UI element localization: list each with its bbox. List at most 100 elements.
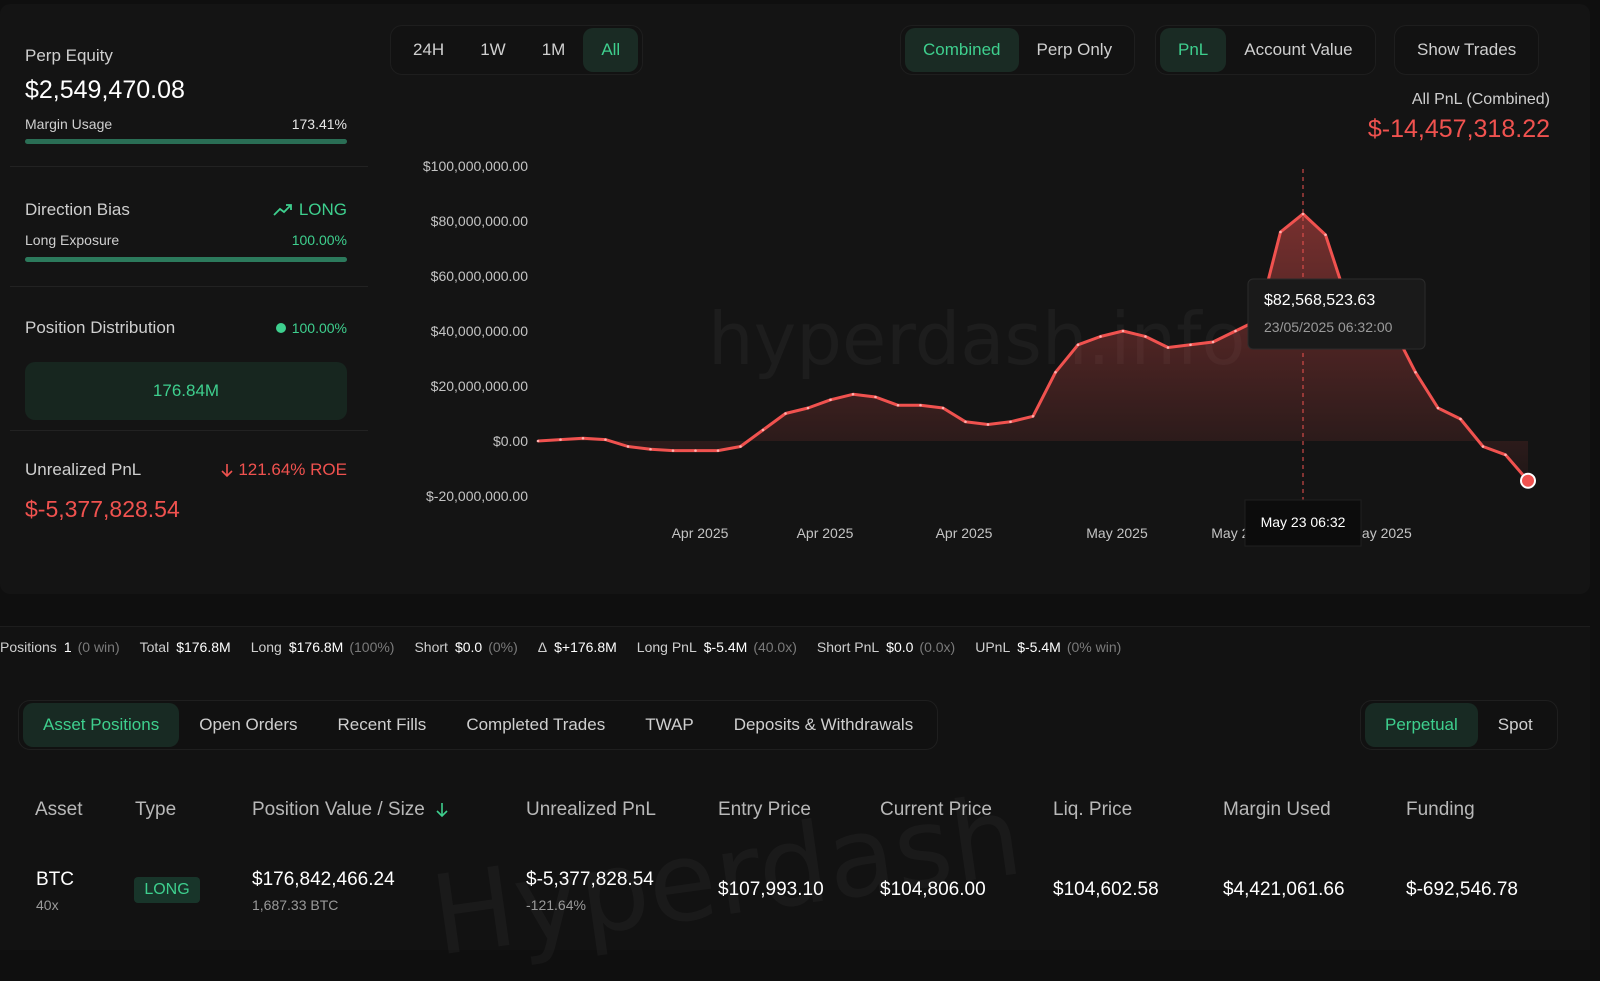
trending-up-icon <box>273 204 292 216</box>
row-unrealized-pct: -121.64% <box>526 897 586 913</box>
row-liq-price: $104,602.58 <box>1053 879 1159 900</box>
pnl-point <box>1031 414 1035 418</box>
metric-pnl[interactable]: PnL <box>1160 28 1227 72</box>
pnl-point <box>829 398 832 402</box>
tab-recent-fills[interactable]: Recent Fills <box>337 715 427 734</box>
unrealized-pnl-value: $-5,377,828.54 <box>25 496 180 522</box>
long-exposure-label: Long Exposure <box>25 232 120 248</box>
col-entry-price[interactable]: Entry Price <box>718 799 811 820</box>
timeframe-all[interactable]: All <box>583 28 639 72</box>
x-tick-label: Apr 2025 <box>672 525 729 541</box>
unrealized-pnl-section: Unrealized PnL 121.64% ROE $-5,377,828.5… <box>25 460 347 523</box>
margin-usage-label: Margin Usage <box>25 116 113 132</box>
col-type[interactable]: Type <box>135 799 177 820</box>
stat-delta-value: $+176.8M <box>554 639 617 655</box>
pnl-point <box>1414 370 1417 374</box>
row-type-badge: LONG <box>134 877 200 903</box>
stat-long-value: $176.8M <box>288 639 344 655</box>
account-overview-card: Perp Equity $2,549,470.08 Margin Usage 1… <box>0 4 1590 594</box>
pnl-point <box>536 439 540 443</box>
stat-longpnl-value: $-5.4M <box>703 639 748 655</box>
y-tick-label: $60,000,000.00 <box>431 268 529 284</box>
y-tick-label: $20,000,000.00 <box>431 378 529 394</box>
pnl-point <box>1436 406 1440 410</box>
margin-usage-bar-fill <box>25 139 347 144</box>
row-asset[interactable]: BTC <box>36 869 74 890</box>
pnl-point <box>941 406 945 410</box>
direction-bias-value: LONG <box>298 200 347 219</box>
metric-account-value[interactable]: Account Value <box>1244 40 1353 59</box>
col-funding[interactable]: Funding <box>1406 799 1475 820</box>
tab-asset-positions[interactable]: Asset Positions <box>23 703 180 747</box>
sort-down-icon <box>436 803 448 818</box>
mode-perp-only[interactable]: Perp Only <box>1036 40 1113 59</box>
pnl-point <box>1144 335 1147 338</box>
row-current-price: $104,806.00 <box>880 879 986 900</box>
pnl-point <box>896 403 900 407</box>
pnl-point <box>739 445 742 448</box>
col-liq-price[interactable]: Liq. Price <box>1053 799 1133 820</box>
margin-usage-bar <box>25 139 347 144</box>
arrow-down-icon <box>221 463 233 477</box>
stat-short-label: Short <box>414 639 448 655</box>
pnl-point <box>559 438 562 441</box>
stat-upnl-value: $-5.4M <box>1017 639 1061 655</box>
position-distribution-box[interactable]: 176.84M <box>25 362 347 420</box>
col-position-value[interactable]: Position Value / Size <box>252 799 449 821</box>
current-value-marker[interactable] <box>1520 472 1536 489</box>
col-asset[interactable]: Asset <box>35 799 83 820</box>
stat-long-label: Long <box>250 639 282 655</box>
stat-long-sub: (100%) <box>349 639 395 655</box>
stat-total-label: Total <box>139 639 170 655</box>
tab-open-orders[interactable]: Open Orders <box>199 715 298 734</box>
row-unrealized-pnl: $-5,377,828.54 <box>526 869 654 890</box>
cursor-date-box <box>1244 499 1362 547</box>
cursor-date-label: May 23 06:32 <box>1261 514 1346 530</box>
timeframe-1w[interactable]: 1W <box>480 40 506 59</box>
perp-equity-section: Perp Equity $2,549,470.08 Margin Usage 1… <box>25 46 347 144</box>
positions-stats-bar: Positions 1 (0 win) Total $176.8M Long $… <box>0 632 1600 662</box>
tab-twap[interactable]: TWAP <box>645 715 694 734</box>
direction-bias-section: Direction Bias LONG Long Exposure 100.00… <box>25 200 347 262</box>
chart-title: All PnL (Combined) <box>1411 91 1550 108</box>
show-trades-button[interactable]: Show Trades <box>1417 40 1517 59</box>
stat-positions-label: Positions <box>0 639 57 655</box>
timeframe-24h[interactable]: 24H <box>413 40 445 59</box>
pnl-point <box>1054 370 1057 374</box>
x-tick-label: May 2025 <box>1350 525 1412 541</box>
pnl-point <box>1166 346 1170 349</box>
pnl-point <box>1121 329 1125 333</box>
pnl-point <box>874 395 877 399</box>
y-tick-label: $-20,000,000.00 <box>426 488 528 504</box>
tab-perpetual[interactable]: Perpetual <box>1365 703 1478 747</box>
col-current-price[interactable]: Current Price <box>880 799 992 820</box>
x-tick-label: Apr 2025 <box>936 525 993 541</box>
stat-positions-value: 1 <box>63 639 72 655</box>
row-leverage: 40x <box>36 897 59 913</box>
mode-combined[interactable]: Combined <box>905 28 1019 72</box>
timeframe-1m[interactable]: 1M <box>541 40 566 59</box>
position-distribution-header: Position Distribution 100.00% <box>25 318 347 338</box>
pnl-point <box>1009 420 1012 424</box>
divider <box>10 166 368 167</box>
account-summary-panel: Perp Equity $2,549,470.08 Margin Usage 1… <box>0 4 368 594</box>
tab-deposits-withdrawals[interactable]: Deposits & Withdrawals <box>733 715 914 734</box>
pnl-chart[interactable]: hyperdash.info$100,000,000.00$80,000,000… <box>408 94 1568 564</box>
positions-panel <box>0 626 1590 950</box>
col-unrealized-pnl[interactable]: Unrealized PnL <box>526 799 656 820</box>
pnl-point <box>851 392 855 396</box>
tab-spot[interactable]: Spot <box>1497 715 1533 734</box>
long-exposure-value: 100.00% <box>291 232 347 248</box>
market-tabs: Perpetual Spot <box>1360 700 1558 750</box>
y-tick-label: $40,000,000.00 <box>431 323 529 339</box>
chart-total-value: $-14,457,318.22 <box>1367 115 1550 143</box>
pnl-point <box>1301 212 1305 216</box>
chart-header: All PnL (Combined) $-14,457,318.22 <box>1368 91 1550 144</box>
x-tick-label: Apr 2025 <box>797 525 854 541</box>
pnl-point <box>694 449 697 452</box>
col-margin-used[interactable]: Margin Used <box>1223 799 1331 820</box>
tab-completed-trades[interactable]: Completed Trades <box>466 715 606 734</box>
stat-longpnl-sub: (40.0x) <box>753 639 797 655</box>
col-position-value-label: Position Value / Size <box>252 799 425 820</box>
row-margin-used: $4,421,061.66 <box>1223 879 1345 900</box>
